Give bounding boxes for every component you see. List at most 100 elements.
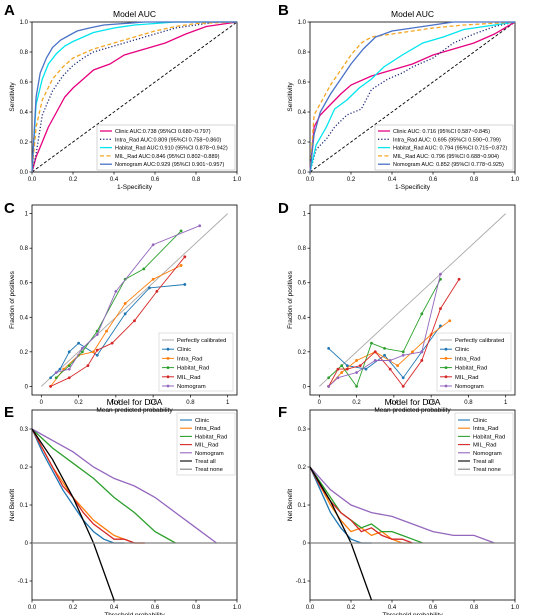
chance-line-b [309, 21, 516, 173]
panel-letter-b: B [278, 2, 289, 19]
series-point-d-2 [355, 384, 358, 388]
y-tick-label-e: 0.3 [20, 427, 29, 433]
series-point-c-3 [155, 289, 159, 293]
x-tick-label-f: 0.2 [347, 605, 356, 611]
series-point-d-1 [340, 371, 344, 374]
plot-frame-c [31, 204, 238, 396]
series-line-b-2 [309, 21, 516, 173]
series-point-c-0 [58, 367, 62, 371]
legend-label-c: Clinic [177, 347, 191, 353]
x-tick-label-b: 0.8 [470, 177, 479, 183]
legend-box-b [374, 124, 514, 171]
x-tick-label-e: 0.6 [151, 605, 160, 611]
y-tick-label-d: 0.4 [298, 315, 307, 321]
series-point-d-1 [448, 319, 452, 323]
series-point-d-4 [388, 359, 392, 362]
chart-title-b: Model AUC [391, 9, 434, 19]
legend-label-a: Intra_Rad AUC:0.809 (95%CI 0.758~0.860) [115, 137, 221, 143]
legend-label-e: Nomogram [195, 451, 224, 457]
legend-label-d: Habitat_Rad [455, 366, 487, 372]
series-point-c-3 [86, 364, 90, 368]
x-tick-label-d: 0.2 [352, 400, 361, 406]
series-line-e-4 [31, 428, 217, 544]
y-tick-label-b: 0.2 [298, 140, 307, 146]
series-point-c-3 [67, 376, 71, 380]
series-point-c-1 [123, 302, 127, 305]
series-line-f-3 [309, 466, 413, 544]
series-line-e-2 [31, 428, 176, 544]
series-point-c-4 [67, 367, 71, 371]
x-tick-label-c: 0.4 [112, 400, 121, 406]
x-tick-label-f: 1.0 [511, 605, 520, 611]
chart-f: Model for DCA 0.0 0.2 0.4 0.6 0.8 1.0 -0.1 0 0.1 0… [287, 397, 520, 615]
series-line-d-1 [328, 320, 451, 387]
series-point-c-3 [95, 348, 99, 352]
y-tick-label-c: 1 [25, 212, 29, 218]
legend-box-a [96, 124, 236, 171]
x-tick-label-a: 0.2 [69, 177, 78, 183]
y-tick-label-f: 0.1 [298, 503, 307, 509]
series-point-c-1 [151, 277, 155, 281]
series-point-c-2 [54, 376, 58, 380]
legend-marker-d [444, 375, 448, 379]
series-point-d-2 [383, 346, 386, 350]
y-tick-label-e: 0.1 [20, 503, 29, 509]
y-tick-label-a: 0.4 [20, 110, 29, 116]
plot-frame-a [31, 21, 238, 173]
x-tick-label-b: 1.0 [511, 177, 520, 183]
series-point-d-2 [420, 312, 424, 316]
chart-a: Model AUC 0.0 0.2 0.4 0.6 0.8 1.0 0.0 0.2 0.4 0.6 0… [9, 9, 242, 191]
y-tick-label-d: 1 [303, 212, 307, 218]
series-point-c-2 [179, 229, 183, 233]
x-tick-label-f: 0.0 [306, 605, 315, 611]
series-point-c-0 [95, 353, 99, 357]
legend-label-f: Habitat_Rad [473, 434, 505, 440]
series-point-d-4 [420, 350, 424, 354]
legend-label-e: Habitat_Rad [195, 434, 227, 440]
series-point-d-3 [373, 350, 377, 354]
legend-marker-d [444, 366, 448, 369]
y-axis-label-d: Fraction of positives [287, 270, 294, 329]
x-tick-label-a: 0.8 [192, 177, 201, 183]
series-point-c-0 [148, 286, 151, 290]
legend-marker-d [444, 357, 448, 360]
series-line-d-2 [328, 279, 441, 388]
legend-box-c [158, 332, 234, 392]
y-tick-label-e: 0 [25, 541, 29, 547]
y-tick-label-b: 0.8 [298, 50, 307, 56]
series-point-c-2 [67, 364, 71, 368]
panel-letter-c: C [4, 200, 15, 217]
series-line-e-0 [31, 428, 125, 544]
series-point-c-4 [114, 289, 118, 293]
legend-label-b: Clinic AUC: 0.716 (95%CI 0.587~0.845) [393, 129, 490, 135]
series-point-c-4 [198, 224, 202, 228]
y-axis-label-f: Net Benefit [287, 489, 294, 521]
series-point-d-3 [401, 384, 405, 388]
series-point-d-4 [439, 272, 442, 276]
chart-title-a: Model AUC [113, 9, 156, 19]
legend-label-c: Intra_Rad [177, 356, 202, 362]
legend-label-c: Habitat_Rad [177, 366, 209, 372]
series-point-d-2 [340, 364, 344, 368]
x-axis-label-a: 1-Specificity [117, 184, 153, 191]
series-point-d-2 [327, 376, 331, 380]
y-tick-label-e: -0.1 [18, 579, 29, 585]
legend-label-f: Treat none [473, 467, 501, 473]
series-line-b-3 [309, 21, 516, 173]
legend-label-a: Nomogram AUC:0.929 (95%CI 0.901~0.957) [115, 162, 224, 168]
series-point-c-3 [49, 384, 53, 388]
chart-title-e: Model for DCA [107, 397, 163, 407]
perfectly-calibrated-line-d [319, 213, 506, 387]
legend-label-b: Nomogram AUC: 0.852 (95%CI 0.778~0.925) [393, 162, 504, 168]
legend-label-c: MIL_Rad [177, 375, 201, 381]
legend-marker-c [166, 375, 170, 379]
series-point-c-0 [77, 341, 80, 345]
series-point-d-1 [411, 350, 414, 354]
chance-line-a [31, 21, 238, 173]
series-point-d-0 [401, 376, 405, 380]
legend-label-a: Habitat_Rad AUC:0.910 (95%CI 0.878~0.942… [115, 146, 228, 152]
series-line-a-1 [31, 21, 237, 173]
y-tick-label-d: 0.2 [298, 350, 307, 356]
legend-label-d: Intra_Rad [455, 356, 480, 362]
series-point-d-0 [327, 346, 331, 350]
